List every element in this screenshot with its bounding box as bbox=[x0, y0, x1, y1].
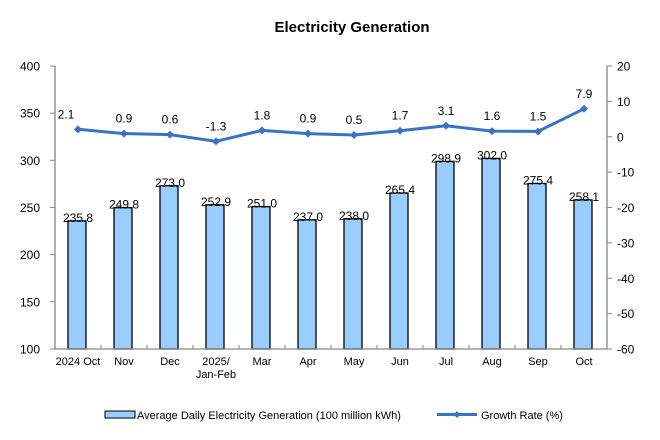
growth-rate-point bbox=[534, 127, 542, 136]
growth-rate-point bbox=[166, 130, 174, 139]
chart-title: Electricity Generation bbox=[274, 19, 429, 36]
y-right-tick-label: 20 bbox=[617, 60, 631, 74]
bar-data-label: 258.1 bbox=[569, 190, 599, 204]
growth-rate-line bbox=[77, 107, 585, 143]
bar-data-label: 302.0 bbox=[477, 148, 507, 162]
y-left-tick-label: 250 bbox=[20, 201, 40, 215]
bar-data-label: 252.9 bbox=[201, 195, 231, 209]
bar bbox=[343, 218, 363, 350]
legend-line-label: Growth Rate (%) bbox=[481, 410, 563, 422]
growth-rate-data-label: 0.5 bbox=[346, 113, 363, 127]
growth-rate-data-label: -1.3 bbox=[206, 119, 227, 133]
y-right-tick-label: -10 bbox=[617, 166, 635, 180]
bar-data-label: 275.4 bbox=[523, 174, 553, 188]
bars-layer bbox=[67, 157, 593, 350]
growth-rate-point bbox=[580, 104, 588, 113]
x-tick-label: Aug bbox=[482, 356, 502, 368]
legend: Average Daily Electricity Generation (10… bbox=[104, 410, 563, 422]
growth-rate-data-label: 3.1 bbox=[438, 104, 455, 118]
growth-rate-point bbox=[350, 130, 358, 139]
y-right-tick-label: 0 bbox=[617, 130, 624, 144]
growth-rate-point bbox=[488, 127, 496, 136]
axes-layer: 100150200250300350400-60-50-40-30-20-100… bbox=[20, 60, 635, 382]
bar bbox=[435, 160, 455, 350]
y-right-tick-label: -40 bbox=[617, 272, 635, 286]
bar-data-label: 235.8 bbox=[63, 211, 93, 225]
growth-rate-point bbox=[120, 129, 128, 138]
y-right-tick-label: -60 bbox=[617, 343, 635, 357]
y-right-tick-label: -30 bbox=[617, 236, 635, 250]
growth-rate-data-label: 1.5 bbox=[530, 109, 547, 123]
bar bbox=[573, 199, 593, 350]
bar bbox=[527, 182, 547, 350]
bar bbox=[67, 220, 87, 350]
legend-bar-label: Average Daily Electricity Generation (10… bbox=[137, 410, 401, 422]
legend-bar-swatch bbox=[104, 410, 136, 419]
line-layer bbox=[74, 104, 588, 146]
growth-rate-data-label: 1.8 bbox=[254, 108, 271, 122]
growth-rate-point bbox=[442, 121, 450, 130]
x-tick-label: Mar bbox=[253, 356, 272, 368]
y-right-tick-label: -50 bbox=[617, 307, 635, 321]
bar-data-label: 238.0 bbox=[339, 209, 369, 223]
growth-rate-data-label: 0.9 bbox=[300, 112, 317, 126]
bar-data-label: 249.8 bbox=[109, 198, 139, 212]
y-left-tick-label: 200 bbox=[20, 248, 40, 262]
bar-data-label: 298.9 bbox=[431, 151, 461, 165]
growth-rate-point bbox=[258, 126, 266, 135]
x-tick-label: Sep bbox=[528, 356, 548, 368]
bar-data-label: 265.4 bbox=[385, 183, 415, 197]
x-tick-label: Nov bbox=[114, 356, 134, 368]
bar bbox=[113, 207, 133, 350]
bar-data-label: 251.0 bbox=[247, 197, 277, 211]
x-tick-label: 2025/Jan-Feb bbox=[196, 356, 236, 381]
y-left-tick-label: 350 bbox=[20, 107, 40, 121]
growth-rate-data-label: 0.6 bbox=[162, 113, 179, 127]
growth-rate-point bbox=[396, 126, 404, 135]
growth-rate-point bbox=[304, 129, 312, 138]
x-tick-label: Jul bbox=[439, 356, 453, 368]
growth-rate-data-label: 1.7 bbox=[392, 109, 409, 123]
x-tick-label: Jun bbox=[391, 356, 409, 368]
legend-line-marker bbox=[453, 411, 461, 418]
x-tick-label: May bbox=[344, 356, 365, 368]
bar bbox=[481, 157, 501, 350]
y-left-tick-label: 300 bbox=[20, 154, 40, 168]
x-tick-label: 2024 Oct bbox=[56, 356, 101, 368]
bar bbox=[205, 204, 225, 350]
bar bbox=[297, 219, 317, 350]
bar bbox=[389, 192, 409, 350]
y-right-tick-label: -20 bbox=[617, 201, 635, 215]
y-right-tick-label: 10 bbox=[617, 95, 631, 109]
y-left-tick-label: 150 bbox=[20, 295, 40, 309]
x-tick-label: Dec bbox=[160, 356, 180, 368]
x-tick-label: Apr bbox=[299, 356, 316, 368]
growth-rate-data-label: 0.9 bbox=[116, 112, 133, 126]
labels-layer: 235.8 249.8 273.0 252.9 251.0 237.0 238.0 265.4… bbox=[58, 87, 600, 225]
y-left-tick-label: 400 bbox=[20, 60, 40, 74]
bar-data-label: 273.0 bbox=[155, 176, 185, 190]
growth-rate-data-label: 2.1 bbox=[58, 107, 75, 121]
y-left-tick-label: 100 bbox=[20, 343, 40, 357]
growth-rate-data-label: 1.6 bbox=[484, 109, 501, 123]
growth-rate-point bbox=[212, 137, 220, 146]
bar bbox=[251, 205, 271, 350]
x-tick-label: Oct bbox=[575, 356, 592, 368]
bar bbox=[159, 185, 179, 350]
bar-data-label: 237.0 bbox=[293, 210, 323, 224]
growth-rate-point bbox=[74, 125, 82, 134]
growth-rate-data-label: 7.9 bbox=[576, 87, 593, 101]
